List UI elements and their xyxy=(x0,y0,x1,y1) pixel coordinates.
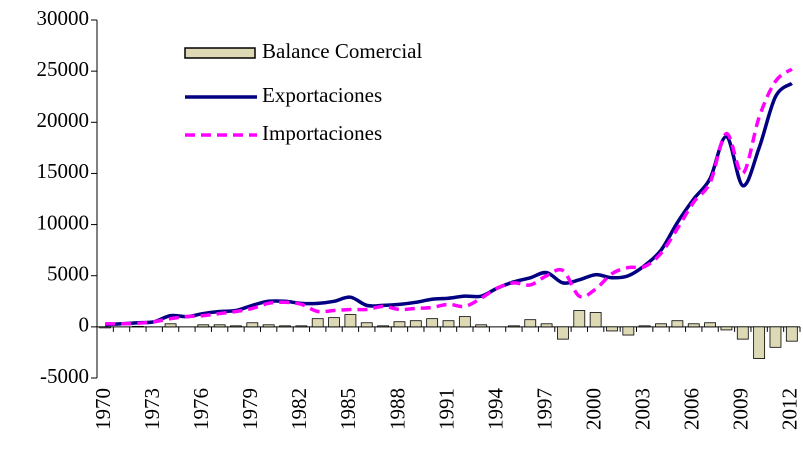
x-tick-label: 1976 xyxy=(189,388,213,430)
x-tick-label: 2006 xyxy=(680,388,704,430)
bar xyxy=(606,326,618,332)
x-tick-label: 1982 xyxy=(287,388,311,430)
bar xyxy=(573,310,586,328)
legend-key xyxy=(184,47,256,59)
y-tick-label: 20000 xyxy=(37,108,90,132)
bar xyxy=(507,325,520,328)
bar xyxy=(164,323,177,328)
bar xyxy=(393,321,406,328)
bar xyxy=(409,320,422,328)
x-tick-label: 1991 xyxy=(434,388,458,430)
bar xyxy=(213,324,226,328)
bar xyxy=(377,325,390,328)
legend-label: Importaciones xyxy=(262,121,382,145)
legend-label: Balance Comercial xyxy=(262,39,423,63)
bar xyxy=(458,316,471,328)
bar xyxy=(295,325,308,328)
bar xyxy=(262,324,275,328)
x-tick-label: 2009 xyxy=(729,388,753,430)
bar xyxy=(736,326,749,340)
bar xyxy=(753,326,766,359)
x-tick-label: 1997 xyxy=(532,388,556,430)
bar xyxy=(638,325,651,328)
bar xyxy=(655,323,667,328)
x-tick-label: 1994 xyxy=(483,388,507,431)
bar xyxy=(230,325,242,328)
legend: Balance Comercial Exportaciones Importac… xyxy=(262,39,423,145)
bar xyxy=(557,326,569,340)
x-tick-label: 2000 xyxy=(581,388,605,430)
bar xyxy=(442,320,455,328)
bar xyxy=(687,323,700,328)
bar xyxy=(671,320,684,328)
y-tick-label: -5000 xyxy=(40,364,89,388)
bar xyxy=(704,322,716,328)
bar xyxy=(131,325,144,328)
bar xyxy=(344,314,357,328)
y-tick-label: 15000 xyxy=(37,159,90,183)
y-tick-label: 0 xyxy=(79,313,90,337)
x-tick-label: 2012 xyxy=(778,388,802,430)
bar xyxy=(246,322,259,328)
bar xyxy=(197,324,210,328)
bar xyxy=(720,326,733,331)
bar xyxy=(328,317,340,328)
x-tick-label: 1979 xyxy=(238,388,262,430)
y-tick-label: 25000 xyxy=(37,57,90,81)
bar xyxy=(426,318,439,328)
bar xyxy=(475,324,488,328)
y-tick-label: 10000 xyxy=(37,210,90,234)
bar xyxy=(279,325,291,328)
legend-label: Exportaciones xyxy=(262,83,382,107)
bar xyxy=(769,326,782,348)
bar xyxy=(622,326,635,336)
y-tick-label: 5000 xyxy=(47,262,89,286)
x-tick-label: 1985 xyxy=(336,388,360,430)
x-tick-label: 1973 xyxy=(140,388,164,430)
bar xyxy=(785,326,798,342)
y-tick-label: 30000 xyxy=(37,6,90,30)
line xyxy=(105,67,793,326)
bar xyxy=(311,318,324,328)
bar xyxy=(360,322,373,328)
bar xyxy=(524,319,537,328)
line xyxy=(105,81,793,327)
x-tick-label: 1970 xyxy=(91,388,115,430)
bar xyxy=(540,323,553,328)
x-tick-label: 1988 xyxy=(385,388,409,430)
bar xyxy=(589,312,602,328)
x-tick-label: 2003 xyxy=(630,388,654,430)
bar xyxy=(99,326,112,329)
